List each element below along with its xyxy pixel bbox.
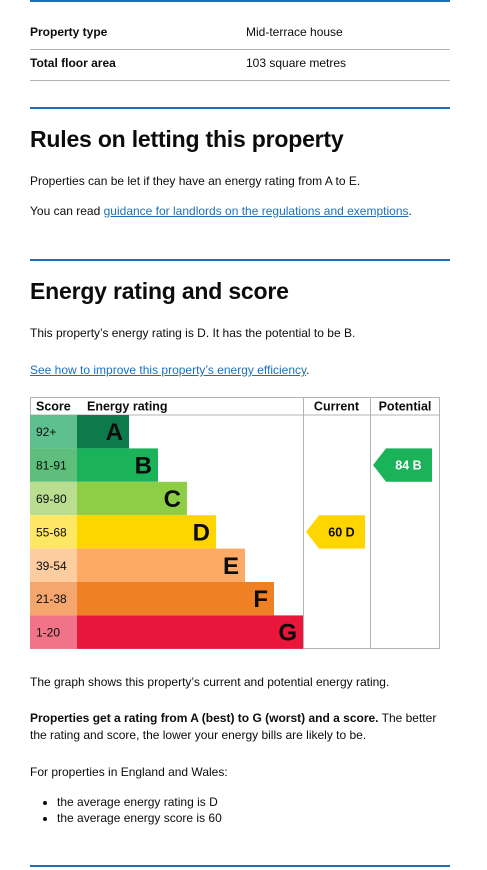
rating-letter: F <box>253 586 268 613</box>
section-divider <box>30 259 450 261</box>
score-range-cell <box>30 448 77 482</box>
score-range-cell <box>30 548 77 582</box>
list-item: the average energy score is 60 <box>57 810 222 826</box>
potential-rating-arrow-label: 84 B <box>395 459 421 473</box>
header-current: Current <box>314 400 360 414</box>
summary-value: Mid-terrace house <box>246 25 343 39</box>
header-potential: Potential <box>379 400 432 414</box>
score-range-cell <box>30 582 77 616</box>
improve-suffix: . <box>306 363 310 377</box>
rating-explanation: Properties get a rating from A (best) to… <box>30 710 450 744</box>
guidance-link[interactable]: guidance for landlords on the regulation… <box>103 204 409 218</box>
summary-row-property-type: Property type Mid-terrace house <box>30 18 450 50</box>
current-rating-arrow-label: 60 D <box>328 525 354 539</box>
summary-label: Total floor area <box>30 56 116 70</box>
bottom-divider <box>30 865 450 867</box>
rating-bar-c <box>77 481 187 516</box>
graph-caption: The graph shows this property’s current … <box>30 675 390 689</box>
header-score: Score <box>36 400 71 414</box>
letting-paragraph: Properties can be let if they have an en… <box>30 174 361 188</box>
score-range-label: 1-20 <box>36 626 60 640</box>
energy-rating-chart: Score Energy rating Current Potential 92+ A 81… <box>30 397 440 649</box>
score-range-label: 55-68 <box>36 525 67 539</box>
rating-explanation-rest: The better the rating and score, the low… <box>30 711 437 742</box>
rating-letter: G <box>278 620 297 647</box>
score-range-cell <box>30 615 77 649</box>
rating-letter: C <box>164 486 181 513</box>
potential-rating-arrow <box>373 448 432 482</box>
rating-letter: B <box>135 453 152 480</box>
score-range-label: 39-54 <box>36 559 67 573</box>
score-range-label: 21-38 <box>36 592 67 606</box>
improve-paragraph: See how to improve this property’s energ… <box>30 362 450 379</box>
guidance-prefix: You can read <box>30 204 104 218</box>
summary-value: 103 square metres <box>246 56 347 70</box>
score-range-cell <box>30 515 77 549</box>
rating-bar-e <box>77 548 245 582</box>
rating-letter: E <box>223 553 239 580</box>
summary-label: Property type <box>30 25 108 39</box>
score-range-label: 69-80 <box>36 492 67 506</box>
rating-heading: Energy rating and score <box>30 278 289 304</box>
rating-explanation-bold: Properties get a rating from A (best) to… <box>30 711 379 725</box>
current-rating-arrow <box>306 515 365 549</box>
rating-bar-d <box>77 515 216 549</box>
averages-intro: For properties in England and Wales: <box>30 765 228 779</box>
score-range-cell <box>30 415 77 449</box>
rating-letter: D <box>193 519 210 546</box>
averages-list: the average energy rating is D the avera… <box>30 794 222 826</box>
top-divider <box>30 0 450 2</box>
rating-letter: A <box>106 419 123 446</box>
guidance-suffix: . <box>408 204 412 218</box>
improve-link[interactable]: See how to improve this property’s energ… <box>30 363 307 377</box>
score-range-label: 92+ <box>36 425 56 439</box>
score-range-label: 81-91 <box>36 459 67 473</box>
rating-bar-a <box>77 415 129 449</box>
rating-bar-b <box>77 448 158 482</box>
section-divider <box>30 107 450 109</box>
summary-row-floor-area: Total floor area 103 square metres <box>30 49 450 81</box>
rating-bar-g <box>77 615 303 649</box>
letting-guidance-paragraph: You can read guidance for landlords on t… <box>30 203 450 220</box>
rating-intro: This property’s energy rating is D. It h… <box>30 326 356 340</box>
rating-bar-f <box>77 582 274 616</box>
letting-heading: Rules on letting this property <box>30 126 344 152</box>
score-range-cell <box>30 481 77 516</box>
header-energy-rating: Energy rating <box>87 400 168 414</box>
list-item: the average energy rating is D <box>57 794 222 810</box>
